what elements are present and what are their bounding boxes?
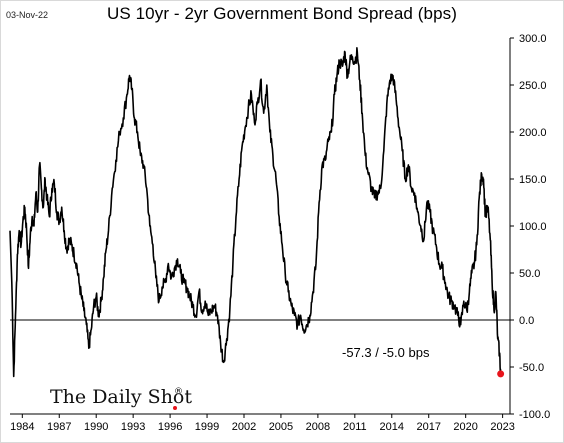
- x-tick-label: 2002: [232, 421, 256, 433]
- plot-area: [9, 47, 510, 378]
- x-tick-label: 1987: [47, 421, 71, 433]
- y-tick-label: 300.0: [519, 33, 547, 45]
- x-tick-label: 1999: [195, 421, 219, 433]
- x-tick-label: 2011: [343, 421, 367, 433]
- x-tick-label: 2023: [490, 421, 514, 433]
- spread-series-line: [9, 47, 502, 378]
- x-tick-label: 1996: [158, 421, 182, 433]
- x-tick-label: 2008: [306, 421, 330, 433]
- y-tick-label: 250.0: [519, 80, 547, 92]
- x-tick-label: 2005: [269, 421, 293, 433]
- y-tick-label: 0.0: [519, 315, 534, 327]
- y-tick-label: 50.0: [519, 268, 540, 280]
- y-tick-label: 150.0: [519, 174, 547, 186]
- logo: The Daily Shot ®: [50, 386, 192, 410]
- latest-value-marker: [497, 370, 505, 378]
- date-label: 03-Nov-22: [6, 10, 49, 20]
- x-axis: 1984 1987 1990 1993 1996 1999 2002 2005 2008 2011…: [10, 413, 515, 433]
- y-tick-label: -50.0: [519, 362, 544, 374]
- x-tick-label: 1993: [121, 421, 145, 433]
- x-tick-label: 2017: [416, 421, 440, 433]
- y-axis: 300.0 250.0 200.0 150.0 100.0 50.0 0.0 -50.0 -10…: [509, 33, 550, 421]
- y-tick-label: 100.0: [519, 221, 547, 233]
- logo-registered-mark: ®: [174, 387, 183, 397]
- x-tick-label: 2020: [453, 421, 477, 433]
- spread-annotation: -57.3 / -5.0 bps: [342, 345, 430, 360]
- x-tick-label: 1984: [10, 421, 34, 433]
- x-tick-label: 1990: [84, 421, 108, 433]
- y-tick-label: 200.0: [519, 127, 547, 139]
- y-tick-label: -100.0: [519, 409, 550, 421]
- x-tick-label: 2014: [380, 421, 404, 433]
- chart-title: US 10yr - 2yr Government Bond Spread (bp…: [106, 4, 458, 23]
- logo-text: The Daily Shot: [50, 386, 192, 408]
- logo-dot: [173, 406, 177, 410]
